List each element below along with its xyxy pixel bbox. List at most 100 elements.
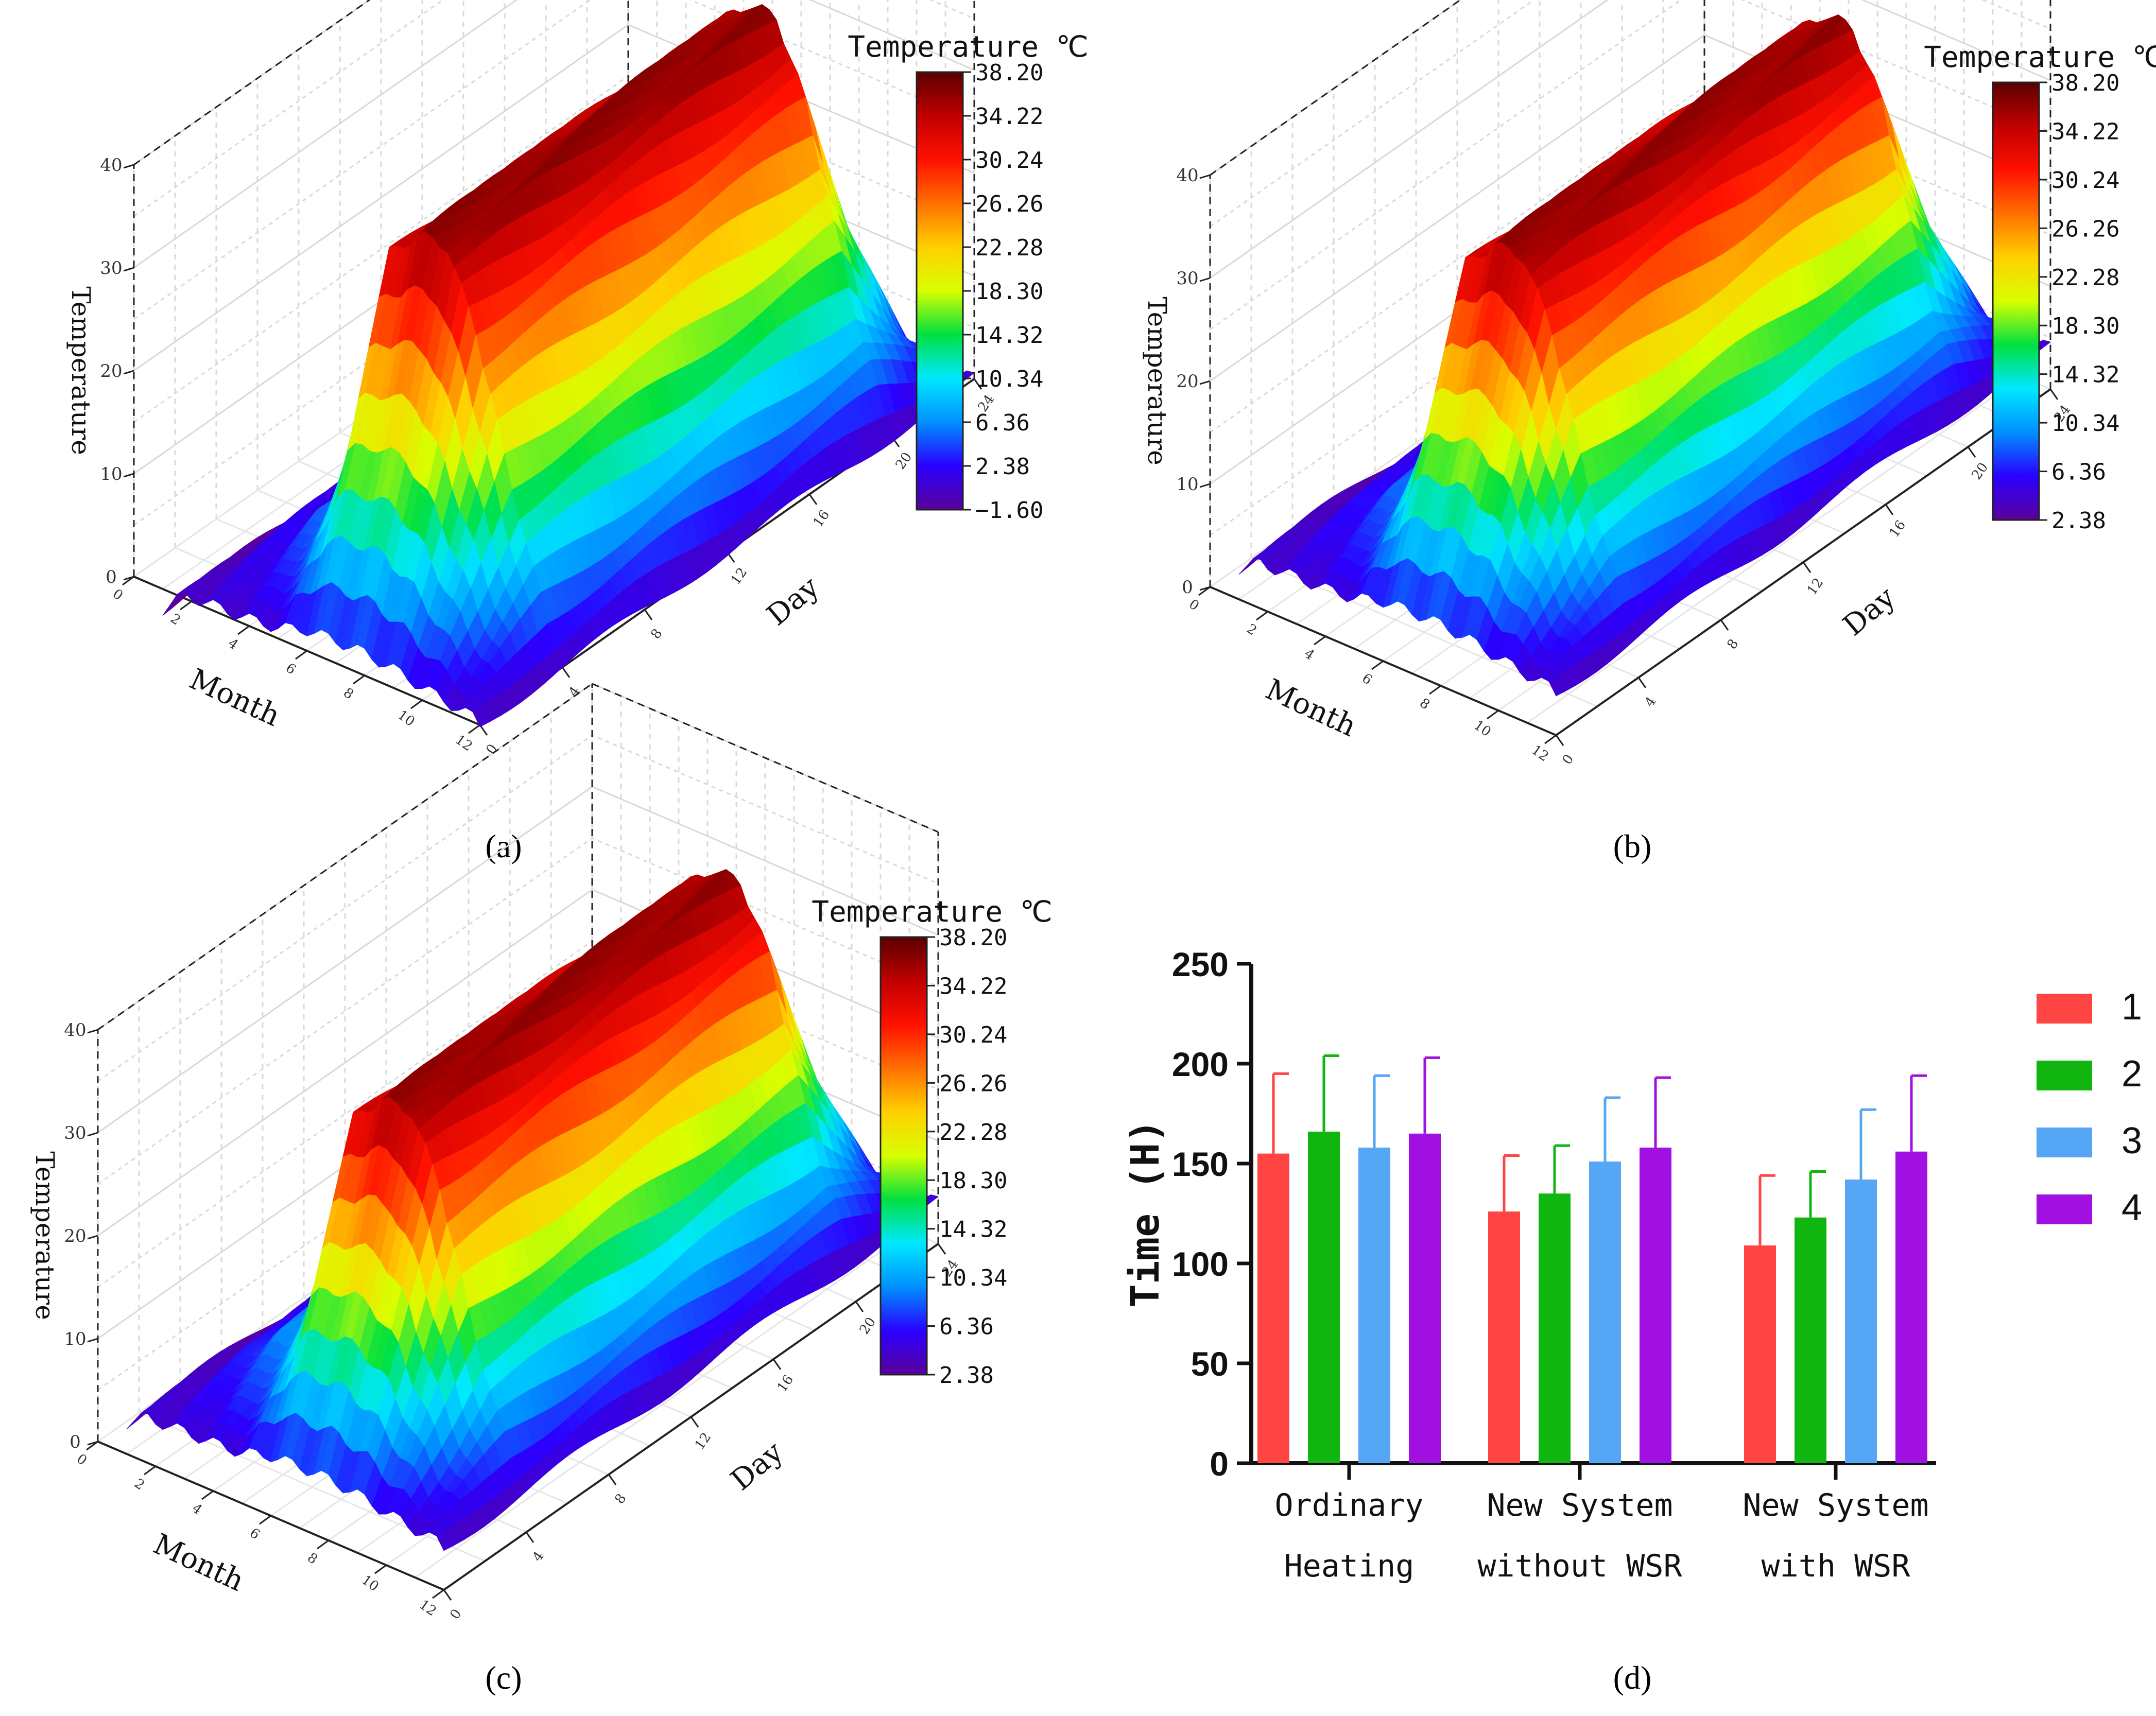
- y-tick-label: 16: [774, 1372, 797, 1395]
- y-tick-label: 4: [1642, 694, 1659, 710]
- x-tick-label: 4: [189, 1500, 205, 1518]
- colorbar-title: Temperature ℃: [848, 30, 1088, 64]
- y-tick-label: 8: [612, 1491, 629, 1507]
- y-tick-label: 12: [1804, 575, 1827, 598]
- x-tick-mark: [1314, 635, 1326, 646]
- z-axis-title: Temperature: [66, 286, 96, 455]
- y-tick-mark: [443, 1589, 452, 1601]
- colorbar-tick-label: 26.26: [2051, 216, 2119, 242]
- colorbar-tick-label: −1.60: [975, 497, 1043, 524]
- box-edge: [1210, 0, 1462, 176]
- x-tick-mark: [1256, 611, 1268, 621]
- y-axis-title: Day: [1837, 580, 1902, 643]
- colorbar-tick-label: 18.30: [2051, 313, 2119, 339]
- y-tick-mark: [1555, 735, 1564, 746]
- colorbar-tick-label: 10.34: [2051, 410, 2119, 437]
- x-tick-mark: [468, 724, 480, 734]
- y-tick-mark: [2049, 389, 2059, 400]
- x-tick-mark: [410, 699, 423, 709]
- y-tick-mark: [973, 378, 982, 390]
- y-tick-mark: [772, 1359, 782, 1370]
- x-tick-mark: [1198, 586, 1211, 596]
- surface-cell: [472, 704, 491, 727]
- colorbar-tick-label: 10.34: [975, 366, 1043, 392]
- y-tick-mark: [690, 1416, 699, 1428]
- colorbar-tick-label: 34.22: [2051, 118, 2119, 145]
- y-tick-label: 0: [447, 1606, 464, 1622]
- y-tick-mark: [608, 1474, 617, 1485]
- x-tick-label: 6: [247, 1525, 263, 1542]
- x-tick-label: 2: [131, 1476, 147, 1493]
- y-tick-label: 20: [893, 449, 916, 472]
- x-axis-title: Month: [148, 1528, 249, 1598]
- x-tick-label: 10: [358, 1572, 381, 1595]
- z-tick-label: 10: [64, 1329, 86, 1349]
- z-tick-mark: [123, 164, 134, 169]
- x-tick-label: 4: [225, 635, 241, 653]
- colorbar-tick-label: 18.30: [975, 279, 1043, 305]
- colorbar-tick-label: 30.24: [975, 147, 1043, 174]
- y-tick-mark: [525, 1532, 534, 1543]
- z-tick-label: 30: [100, 258, 122, 279]
- z-tick-mark: [87, 1029, 98, 1034]
- y-tick-mark: [808, 494, 818, 505]
- x-tick-label: 6: [283, 660, 299, 678]
- x-tick-mark: [201, 1490, 214, 1500]
- y-tick-label: 20: [1969, 460, 1992, 482]
- x-tick-label: 4: [1301, 646, 1317, 663]
- y-tick-label: 8: [648, 626, 665, 642]
- y-tick-mark: [1720, 619, 1729, 631]
- y-tick-label: 20: [857, 1314, 879, 1337]
- z-tick-mark: [123, 370, 134, 375]
- z-tick-mark: [123, 576, 134, 581]
- colorbar-tick-label: 38.20: [975, 60, 1043, 86]
- z-tick-label: 0: [70, 1432, 81, 1452]
- x-tick-mark: [295, 650, 307, 660]
- z-axis-title: Temperature: [30, 1151, 60, 1320]
- z-tick-label: 20: [64, 1226, 86, 1246]
- colorbar-tick-label: 22.28: [2051, 265, 2119, 291]
- x-tick-label: 2: [167, 611, 183, 628]
- z-tick-mark: [87, 1235, 98, 1240]
- z-axis-title: Temperature: [1142, 297, 1172, 465]
- z-tick-label: 30: [1176, 268, 1198, 289]
- x-axis-title: Month: [1261, 673, 1361, 743]
- z-tick-mark: [123, 267, 134, 272]
- surface: [1238, 14, 2051, 697]
- x-tick-label: 0: [74, 1451, 90, 1468]
- x-tick-mark: [144, 1465, 156, 1476]
- z-tick-label: 10: [1176, 474, 1198, 495]
- colorbar-tick-label: 6.36: [975, 410, 1030, 436]
- x-tick-label: 8: [340, 685, 356, 702]
- z-tick-mark: [1199, 174, 1211, 179]
- z-tick-mark: [1199, 586, 1211, 591]
- colorbar: [916, 71, 964, 511]
- z-tick-mark: [1199, 277, 1211, 282]
- z-tick-label: 20: [100, 361, 122, 382]
- x-tick-label: 12: [416, 1597, 439, 1620]
- colorbar-tick-label: 30.24: [2051, 167, 2119, 194]
- colorbar-title: Temperature ℃: [1924, 41, 2156, 74]
- x-tick-mark: [122, 576, 134, 586]
- colorbar-tick-label: 26.26: [975, 191, 1043, 217]
- z-tick-label: 10: [100, 464, 122, 484]
- colorbar: [1992, 81, 2040, 521]
- colorbar-tick-label: 38.20: [2051, 70, 2119, 96]
- z-tick-label: 40: [1176, 165, 1198, 186]
- x-tick-mark: [259, 1515, 271, 1525]
- z-tick-label: 30: [64, 1123, 86, 1143]
- y-axis-title: Day: [761, 570, 825, 632]
- y-axis-title: Day: [725, 1435, 789, 1497]
- z-tick-label: 0: [106, 567, 117, 587]
- z-tick-mark: [123, 473, 134, 478]
- y-tick-mark: [855, 1301, 864, 1312]
- x-tick-mark: [1429, 685, 1441, 695]
- y-tick-label: 16: [1887, 517, 1909, 540]
- y-tick-label: 16: [810, 507, 833, 530]
- z-tick-label: 0: [1182, 577, 1193, 598]
- y-tick-label: 8: [1724, 636, 1741, 652]
- colorbar-tick-label: 14.32: [975, 322, 1043, 349]
